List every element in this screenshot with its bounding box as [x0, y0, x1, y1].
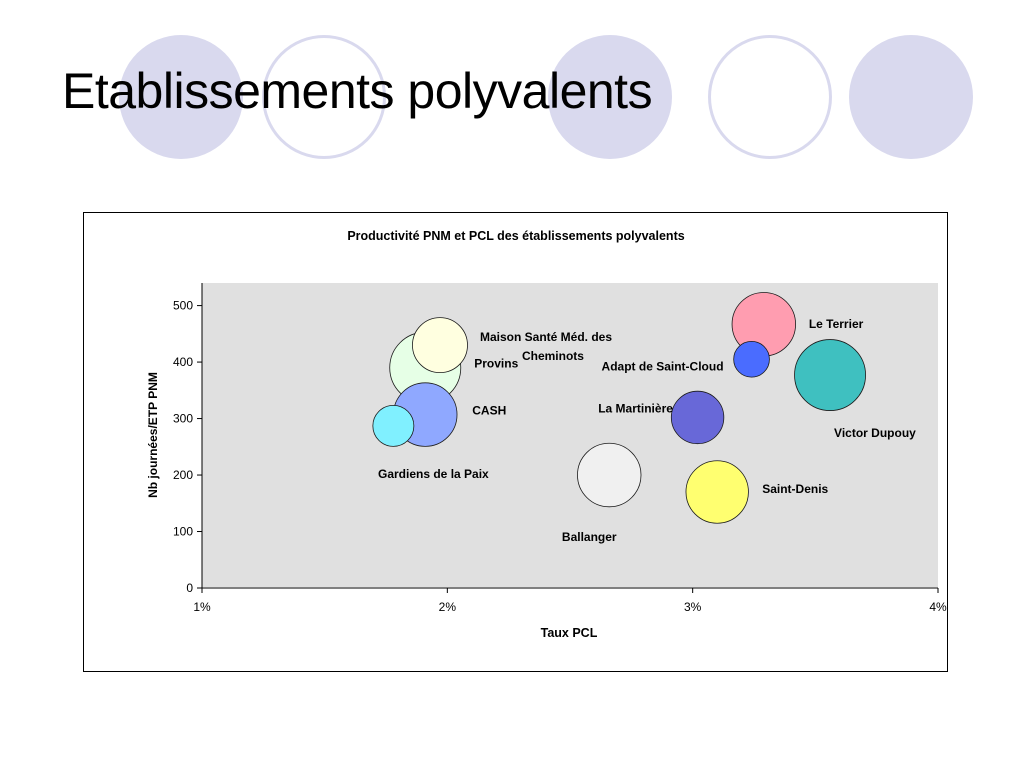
bubble-label-cash: CASH	[472, 404, 506, 418]
x-tick-label: 4%	[929, 600, 947, 614]
slide-title: Etablissements polyvalents	[62, 63, 653, 119]
bubble-label-provins: Provins	[474, 357, 518, 371]
x-ticks: 1% 2% 3% 4%	[193, 588, 947, 614]
y-tick-label: 400	[173, 355, 193, 369]
y-tick-label: 100	[173, 525, 193, 539]
bubble-victor-dupouy	[794, 339, 866, 411]
decor-circle-2	[262, 35, 386, 159]
y-tick-label: 0	[186, 581, 193, 595]
bubble-maison-sante-med-des-cheminots	[412, 317, 468, 374]
bubble-label-ballanger: Ballanger	[562, 530, 617, 544]
y-ticks: 0 100 200 300 400 500	[173, 299, 202, 595]
y-tick-label: 500	[173, 299, 193, 313]
x-tick-label: 2%	[439, 600, 457, 614]
bubble-la-martiniere	[670, 390, 725, 445]
bubble-label-gardiens-de-la-paix: Gardiens de la Paix	[378, 467, 489, 481]
decor-circle-1	[119, 35, 243, 159]
y-axis-label: Nb journées/ETP PNM	[146, 372, 160, 498]
decor-circle-3	[548, 35, 672, 159]
x-tick-label: 1%	[193, 600, 211, 614]
plot-area	[202, 283, 938, 587]
bubble-adapt-de-saint-cloud	[733, 340, 770, 378]
bubble-chart: Productivité PNM et PCL des établissemen…	[146, 229, 947, 640]
decor-circle-5	[849, 35, 973, 159]
y-tick-label: 300	[173, 412, 193, 426]
bubble-label-maison-sante-med-des-cheminots: Maison Santé Méd. des Cheminots	[480, 330, 612, 363]
y-tick-label: 200	[173, 468, 193, 482]
x-tick-label: 3%	[684, 600, 702, 614]
bubble-label-le-terrier: Le Terrier	[809, 317, 864, 331]
chart-frame: Productivité PNM et PCL des établissemen…	[83, 212, 948, 672]
chart-title: Productivité PNM et PCL des établissemen…	[347, 229, 684, 243]
bubble-label-victor-dupouy: Victor Dupouy	[834, 426, 916, 440]
bubbles-layer	[372, 292, 866, 524]
bubble-label-adapt-de-saint-cloud: Adapt de Saint-Cloud	[602, 359, 724, 373]
decor-circle-4	[708, 35, 832, 159]
bubble-gardiens-de-la-paix	[372, 404, 415, 447]
bubble-saint-denis	[685, 460, 749, 524]
bubble-label-la-martiniere: La Martinière	[598, 401, 673, 415]
x-axis-label: Taux PCL	[541, 626, 598, 640]
bubble-ballanger	[577, 442, 642, 508]
bubble-label-saint-denis: Saint-Denis	[762, 482, 828, 496]
